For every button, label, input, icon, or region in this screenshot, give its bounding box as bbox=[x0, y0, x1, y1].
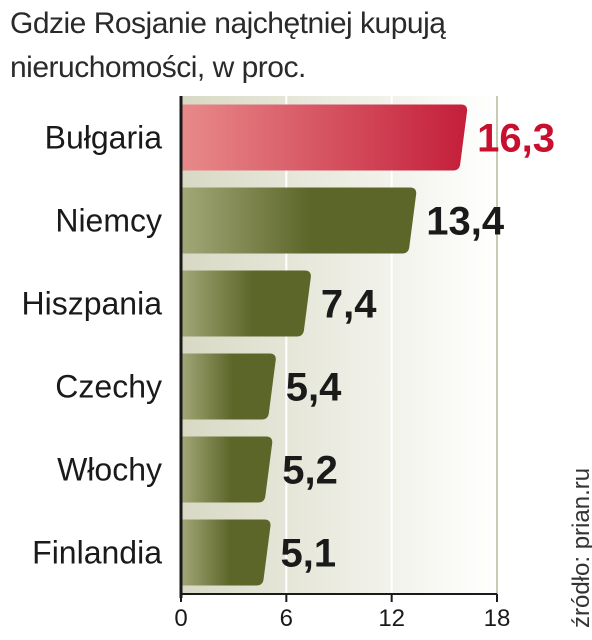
value-label: 16,3 bbox=[477, 117, 555, 161]
value-label: 5,1 bbox=[281, 532, 337, 576]
bar-hiszpania bbox=[181, 270, 311, 337]
value-label: 5,2 bbox=[282, 449, 338, 493]
x-tick-label: 0 bbox=[174, 605, 187, 632]
x-tick-label: 18 bbox=[484, 605, 511, 632]
category-label: Finlandia bbox=[32, 535, 162, 571]
category-label: Włochy bbox=[57, 452, 162, 488]
value-label: 7,4 bbox=[321, 283, 377, 327]
bar-czechy bbox=[181, 353, 276, 420]
chart-title: Gdzie Rosjanie najchętniej kupują nieruc… bbox=[10, 7, 446, 84]
bar-bułgaria bbox=[181, 104, 468, 171]
bar-włochy bbox=[181, 436, 273, 503]
bar-finlandia bbox=[181, 519, 271, 586]
category-label: Bułgaria bbox=[45, 120, 163, 156]
value-label: 5,4 bbox=[286, 366, 342, 410]
plot-background bbox=[181, 96, 497, 594]
category-label: Czechy bbox=[55, 369, 162, 405]
bar-niemcy bbox=[181, 187, 417, 254]
x-tick-label: 12 bbox=[378, 605, 405, 632]
x-tick-label: 6 bbox=[280, 605, 293, 632]
category-label: Niemcy bbox=[55, 203, 162, 239]
category-label: Hiszpania bbox=[21, 286, 162, 322]
source-note: źródło: prian.ru bbox=[568, 467, 592, 628]
value-label: 13,4 bbox=[426, 200, 505, 244]
